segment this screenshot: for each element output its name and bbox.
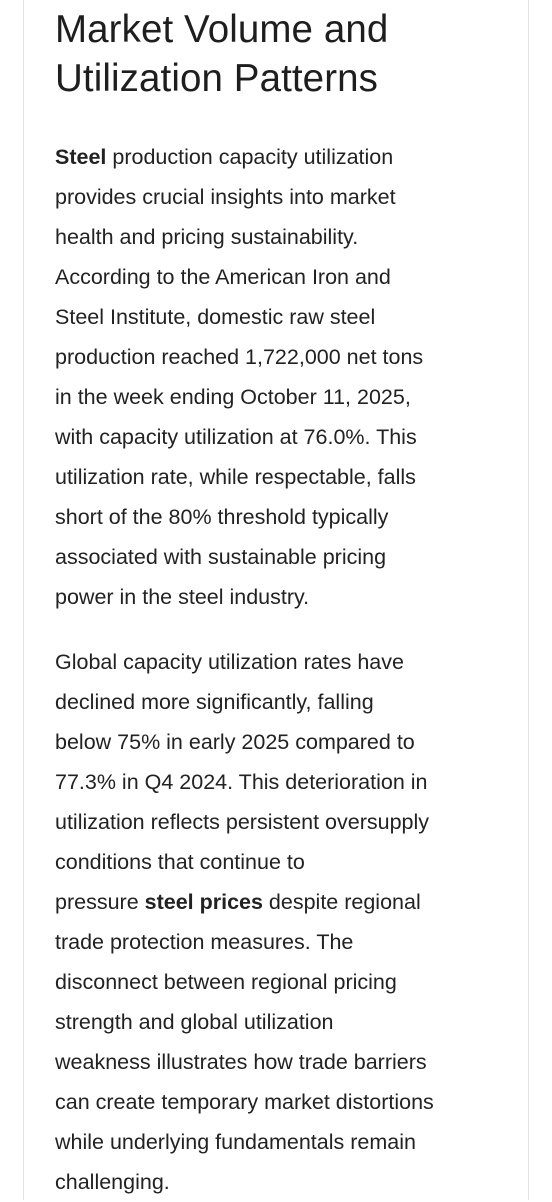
paragraph-line: challenging. bbox=[55, 1170, 170, 1194]
paragraph-line: production reached 1,722,000 net tons bbox=[55, 345, 424, 369]
section-heading: Market Volume and Utilization Patterns bbox=[55, 5, 505, 103]
heading-line: Utilization Patterns bbox=[55, 57, 378, 100]
paragraph-line: in the week ending October 11, 2025, bbox=[55, 385, 411, 409]
article-card bbox=[23, 0, 529, 1200]
paragraph-line: can create temporary market distortions bbox=[55, 1090, 434, 1114]
paragraph-line: weakness illustrates how trade barriers bbox=[55, 1050, 427, 1074]
paragraph-line: with capacity utilization at 76.0%. This bbox=[55, 425, 417, 449]
paragraph-line: associated with sustainable pricing bbox=[55, 545, 387, 569]
line-text: despite regional bbox=[262, 890, 421, 914]
article-body: Market Volume and Utilization Patterns S… bbox=[55, 0, 505, 1202]
paragraph-line: disconnect between regional pricing bbox=[55, 970, 397, 994]
paragraph-line: trade protection measures. The bbox=[55, 930, 354, 954]
paragraph-line: Steel Institute, domestic raw steel bbox=[55, 305, 376, 329]
paragraph-line: short of the 80% threshold typically bbox=[55, 505, 389, 529]
paragraph-line: power in the steel industry. bbox=[55, 585, 310, 609]
line-text: production capacity utilization bbox=[106, 145, 394, 169]
paragraph-line: below 75% in early 2025 compared to bbox=[55, 730, 415, 754]
paragraph-capacity-utilization: Steel production capacity utilization pr… bbox=[55, 137, 505, 617]
paragraph-line: strength and global utilization bbox=[55, 1010, 334, 1034]
paragraph-line: utilization reflects persistent oversupp… bbox=[55, 810, 430, 834]
paragraph-line: while underlying fundamentals remain bbox=[55, 1130, 416, 1154]
paragraph-line: Steel production capacity utilization bbox=[55, 137, 505, 177]
paragraph-line: According to the American Iron and bbox=[55, 265, 391, 289]
paragraph-global-utilization: Global capacity utilization rates have d… bbox=[55, 642, 505, 1202]
paragraph-line: utilization rate, while respectable, fal… bbox=[55, 465, 416, 489]
line-text: pressure bbox=[55, 890, 145, 914]
bold-keyword-steel-prices: steel prices bbox=[144, 890, 263, 914]
paragraph-line: provides crucial insights into market bbox=[55, 185, 396, 209]
paragraph-line: pressure steel prices despite regional bbox=[55, 882, 505, 922]
paragraph-line: health and pricing sustainability. bbox=[55, 225, 359, 249]
bold-keyword-steel: Steel bbox=[55, 145, 107, 169]
paragraph-line: 77.3% in Q4 2024. This deterioration in bbox=[55, 770, 428, 794]
paragraph-line: declined more significantly, falling bbox=[55, 690, 374, 714]
heading-line: Market Volume and bbox=[55, 8, 389, 51]
paragraph-line: conditions that continue to bbox=[55, 850, 305, 874]
paragraph-line: Global capacity utilization rates have bbox=[55, 650, 404, 674]
